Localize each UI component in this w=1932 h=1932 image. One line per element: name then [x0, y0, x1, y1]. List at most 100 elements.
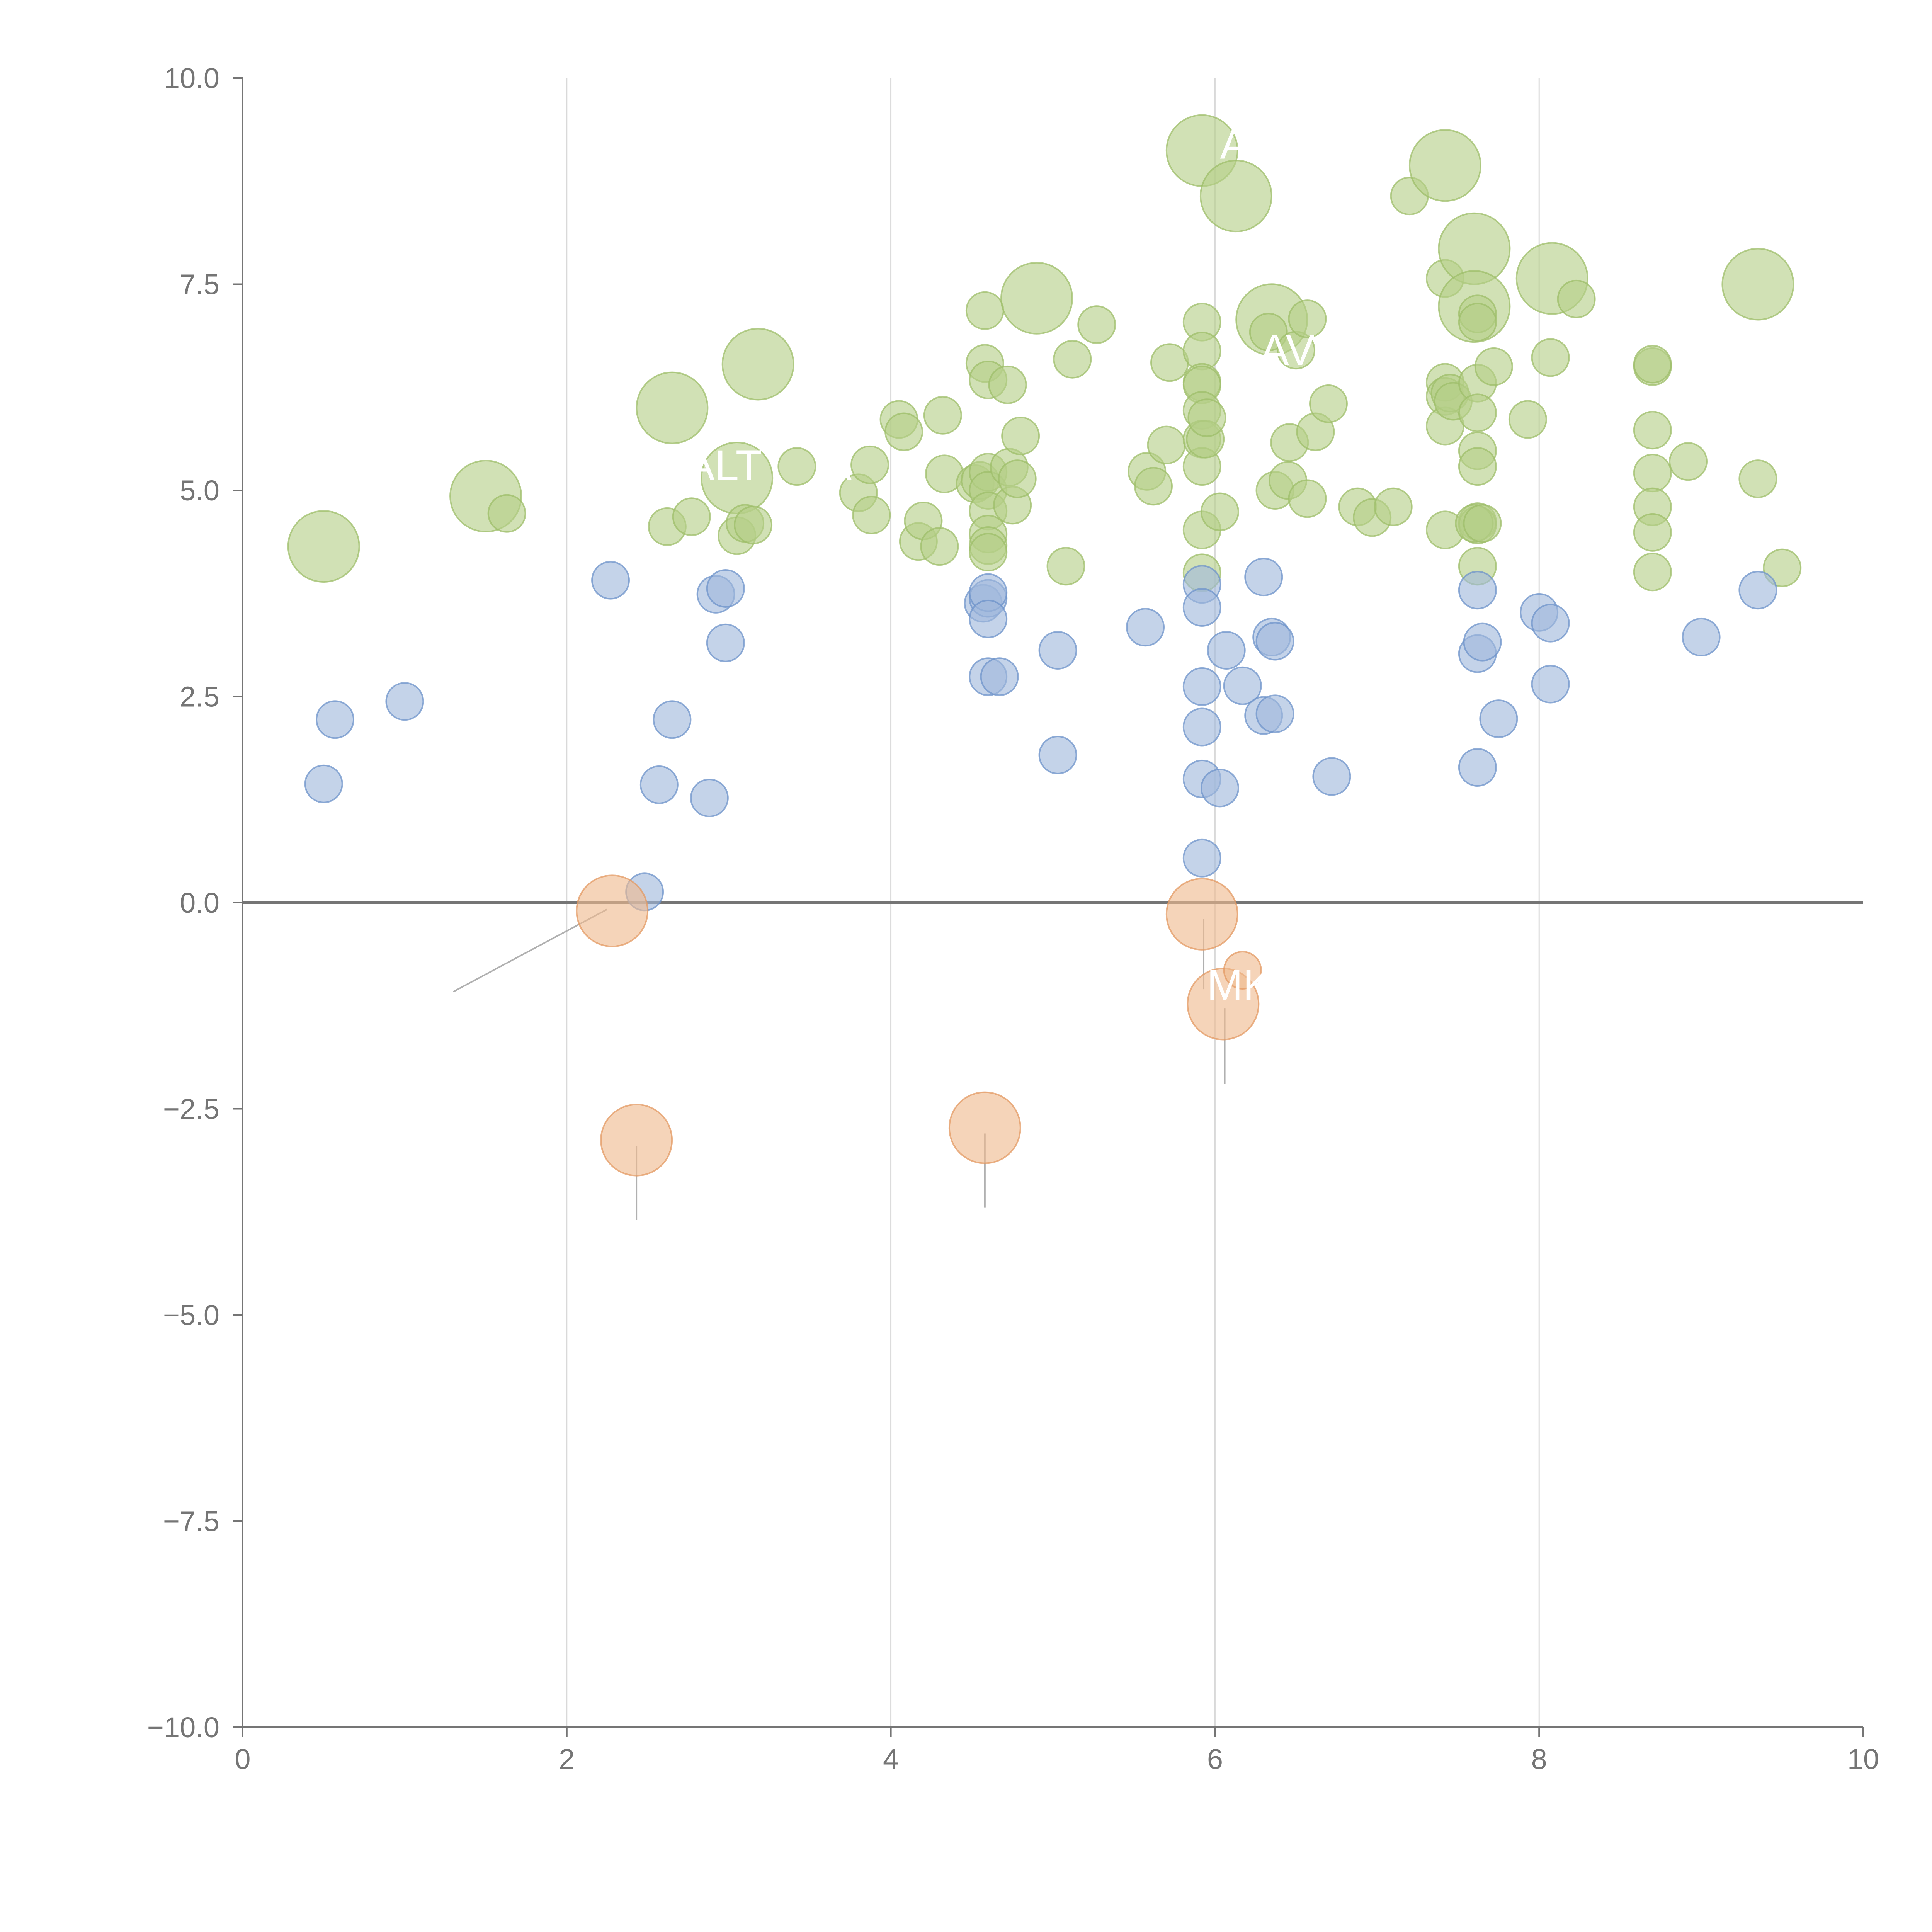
blue-bubble — [690, 778, 729, 817]
green-bubble — [884, 412, 923, 451]
blue-bubble — [1182, 707, 1221, 747]
green-bubble — [1557, 279, 1596, 318]
bubble-label: MK — [1207, 961, 1272, 1009]
green-bubble — [1374, 487, 1413, 526]
green-bubble — [777, 447, 816, 486]
green-bubble — [1309, 384, 1348, 423]
green-bubble — [1134, 467, 1173, 506]
blue-bubble — [1255, 694, 1294, 733]
green-bubble — [1288, 299, 1327, 338]
orange-bubble — [576, 874, 649, 947]
blue-bubble — [639, 765, 679, 804]
green-bubble — [1474, 347, 1513, 386]
blue-bubble — [1255, 622, 1294, 661]
bubble-label: AVO — [1260, 326, 1348, 374]
y-tick-label: 7.5 — [180, 269, 219, 301]
blue-bubble — [1182, 588, 1221, 627]
green-bubble — [969, 533, 1008, 572]
blue-bubble — [706, 569, 745, 608]
y-tick-label: −7.5 — [163, 1505, 219, 1537]
green-bubble — [998, 459, 1037, 498]
orange-bubble — [1165, 878, 1238, 951]
blue-bubble — [706, 623, 745, 662]
green-bubble — [1046, 547, 1085, 586]
green-bubble — [1633, 454, 1672, 493]
green-bubble — [1721, 248, 1794, 321]
y-tick-label: −2.5 — [163, 1093, 219, 1125]
blue-bubble — [1223, 666, 1262, 705]
green-bubble — [1633, 513, 1672, 552]
blue-bubble — [1479, 699, 1518, 738]
blue-bubble — [1182, 667, 1221, 706]
blue-bubble — [1531, 604, 1570, 643]
blue-bubble — [653, 700, 692, 739]
y-tick-label: 5.0 — [180, 474, 219, 507]
bubbles — [287, 114, 1802, 1177]
green-bubble — [1147, 425, 1186, 464]
green-bubble — [1531, 338, 1570, 377]
green-bubble — [1150, 343, 1189, 382]
x-tick-label: 10 — [1847, 1743, 1879, 1775]
blue-bubble — [1463, 622, 1502, 662]
green-bubble — [852, 496, 891, 535]
blue-bubble — [969, 599, 1008, 638]
green-bubble — [1463, 504, 1502, 543]
y-tick-label: 0.0 — [180, 887, 219, 919]
green-bubble — [1633, 411, 1672, 450]
blue-bubble — [1312, 757, 1351, 796]
green-bubble — [672, 497, 711, 536]
green-bubble — [1000, 262, 1073, 335]
bubble-label: ALT — [686, 441, 762, 490]
green-bubble — [1187, 398, 1226, 437]
green-bubble — [1763, 548, 1802, 587]
blue-bubble — [1458, 748, 1497, 787]
green-bubble — [1053, 340, 1092, 379]
blue-bubble — [591, 561, 630, 600]
green-bubble — [850, 445, 889, 484]
green-bubble — [487, 494, 526, 533]
y-tick-label: 2.5 — [180, 681, 219, 713]
orange-bubble — [948, 1091, 1021, 1164]
green-bubble — [1508, 400, 1547, 439]
green-bubble — [1001, 417, 1040, 456]
green-bubble — [287, 510, 360, 583]
axes: 0 2 4 6 8 10 10.0 7.5 5.0 2.5 0.0 −2.5 −5.0 −7.5 −10.0 — [147, 62, 1879, 1775]
green-bubble — [965, 291, 1004, 330]
green-bubble — [1458, 393, 1497, 432]
y-tick-label: −10.0 — [147, 1711, 219, 1743]
y-tick-label: 10.0 — [164, 62, 219, 94]
x-tick-label: 2 — [559, 1743, 575, 1775]
green-bubble — [636, 371, 709, 444]
green-bubble — [721, 328, 794, 401]
green-bubble — [1458, 447, 1497, 486]
blue-bubble — [1200, 769, 1239, 808]
green-bubble — [1633, 553, 1672, 592]
green-bubble — [1633, 345, 1672, 384]
blue-bubble — [1244, 558, 1283, 597]
green-bubble — [988, 365, 1027, 404]
bubble-label: A — [823, 441, 852, 490]
blue-bubble — [1038, 631, 1077, 670]
x-tick-label: 0 — [235, 1743, 250, 1775]
bubble-label: A — [1220, 120, 1249, 168]
x-tick-label: 6 — [1207, 1743, 1223, 1775]
green-bubble — [734, 505, 773, 544]
orange-bubble — [600, 1104, 673, 1177]
blue-bubble — [1682, 617, 1721, 656]
blue-bubble — [980, 657, 1019, 696]
green-bubble — [1077, 305, 1116, 344]
green-bubble — [1408, 129, 1481, 202]
y-tick-label: −5.0 — [163, 1299, 219, 1331]
blue-bubble — [385, 682, 424, 721]
x-tick-label: 4 — [883, 1743, 899, 1775]
green-bubble — [1249, 313, 1288, 352]
green-bubble — [1669, 442, 1708, 481]
blue-bubble — [1458, 571, 1497, 610]
green-bubble — [1458, 303, 1497, 342]
green-bubble — [1288, 479, 1327, 518]
blue-bubble — [1531, 665, 1570, 704]
green-bubble — [923, 396, 962, 435]
green-bubble — [1200, 492, 1239, 531]
